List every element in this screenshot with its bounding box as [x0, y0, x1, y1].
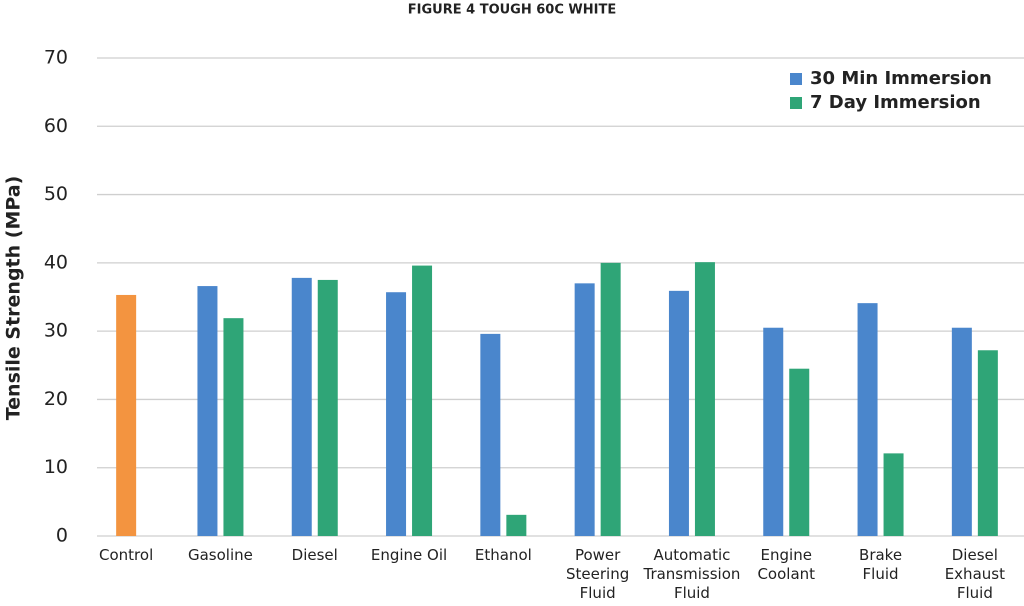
x-tick-label: Engine Coolant [757, 546, 816, 583]
bar [763, 327, 784, 536]
y-axis-label: Tensile Strength (MPa) [3, 176, 25, 421]
x-tick-label: Ethanol [474, 546, 532, 564]
y-tick-label: 40 [44, 251, 68, 273]
y-tick-label: 30 [44, 320, 68, 342]
bar [789, 368, 810, 536]
x-tick-label: Power Steering Fluid [566, 546, 630, 602]
y-tick-label: 70 [44, 47, 68, 69]
x-tick-label: Control [99, 546, 154, 564]
bar [317, 279, 338, 536]
legend-swatch [790, 97, 802, 109]
x-tick-label: Diesel Exhaust Fluid [944, 546, 1005, 602]
bar [480, 333, 501, 536]
y-tick-label: 20 [44, 388, 68, 410]
y-tick-label: 50 [44, 183, 68, 205]
x-tick-label: Automatic Transmission Fluid [643, 546, 741, 602]
bar [951, 327, 972, 536]
bar [977, 350, 998, 536]
bar [386, 292, 407, 536]
y-tick-label: 60 [44, 115, 68, 137]
bar [197, 286, 218, 536]
y-tick-label: 0 [56, 525, 68, 547]
legend-swatch [790, 73, 802, 85]
x-tick-label: Gasoline [187, 546, 253, 564]
bar [223, 318, 244, 536]
bar [668, 290, 689, 536]
bar [291, 277, 312, 536]
bar [600, 262, 621, 536]
legend-label: 30 Min Immersion [810, 68, 992, 89]
y-tick-label: 10 [44, 456, 68, 478]
bar [694, 262, 715, 536]
bar [883, 453, 904, 536]
bar [412, 265, 433, 536]
x-tick-label: Brake Fluid [859, 546, 903, 583]
bar [506, 514, 527, 536]
bar [116, 294, 137, 536]
bar [574, 283, 595, 536]
x-tick-label: Engine Oil [370, 546, 448, 564]
chart-title: FIGURE 4 TOUGH 60C WHITE [408, 3, 616, 18]
x-tick-label: Diesel [291, 546, 338, 564]
legend-label: 7 Day Immersion [810, 92, 981, 113]
bar [857, 303, 878, 536]
